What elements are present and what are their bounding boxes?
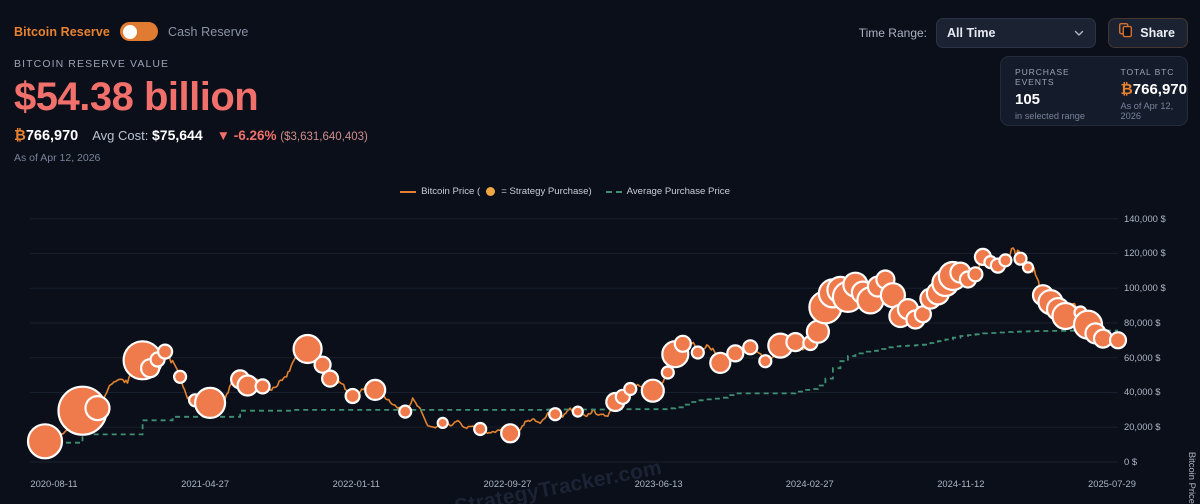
y-axis-tick-label: 60,000 $ [1124, 351, 1161, 363]
y-axis-tick-label: 20,000 $ [1124, 421, 1161, 433]
chevron-down-icon [1073, 27, 1085, 39]
chart-canvas [26, 218, 1128, 463]
btc-holdings-value: 766,970 [25, 128, 79, 144]
time-range-control: Time Range: All Time [859, 18, 1096, 48]
stat-purchase-events: PURCHASE EVENTS 105 in selected range [1015, 67, 1099, 125]
stat-total-btc-label: TOTAL BTC [1120, 67, 1175, 77]
avg-cost: Avg Cost: $75,644 [92, 127, 202, 143]
x-axis-tick-label: 2024-02-27 [785, 478, 834, 489]
x-axis-tick-label: 2021-04-27 [181, 478, 230, 489]
bitcoin-symbol-icon: ₿ [14, 128, 26, 144]
legend-item-bitcoin-price: Bitcoin Price ( = Strategy Purchase) [400, 186, 592, 197]
headline-substats: ₿766,970 Avg Cost: $75,644 ▼ -6.26% ($3,… [14, 127, 368, 144]
bitcoin-symbol-icon: ₿ [1120, 81, 1133, 98]
stat-total-btc-sub: As of Apr 12, 2026 [1120, 101, 1174, 121]
price-chart: StrategyTracker.com @StrategyTracker Bit… [0, 200, 1200, 504]
share-button[interactable]: Share [1108, 18, 1188, 48]
y-axis-tick-label: 80,000 $ [1124, 316, 1161, 328]
summary-stat-card: PURCHASE EVENTS 105 in selected range TO… [1000, 56, 1188, 126]
stat-total-btc: TOTAL BTC ₿766,970 As of Apr 12, 2026 [1121, 67, 1187, 125]
avg-cost-label: Avg Cost: [92, 128, 149, 143]
y-axis-tick-label: 140,000 $ [1124, 212, 1166, 224]
x-axis-tick-label: 2024-11-12 [937, 478, 985, 489]
legend-purchase-dot-icon [486, 187, 496, 196]
headline-kicker: BITCOIN RESERVE VALUE [14, 58, 170, 70]
x-axis-tick-label: 2025-07-29 [1088, 478, 1136, 489]
legend-line-swatch [400, 190, 417, 193]
reserve-toggle-switch[interactable] [119, 22, 158, 41]
y-axis-tick-label: 100,000 $ [1124, 282, 1166, 294]
legend-label-after: = Strategy Purchase) [501, 186, 592, 197]
toggle-label-cash-reserve[interactable]: Cash Reserve [167, 24, 249, 39]
time-range-select[interactable]: All Time [936, 18, 1096, 48]
stat-purchase-events-sub: in selected range [1015, 111, 1085, 121]
stat-total-btc-number: 766,970 [1132, 81, 1187, 98]
x-axis-tick-label: 2020-08-11 [30, 478, 78, 489]
x-axis-tick-label: 2022-09-27 [483, 478, 532, 489]
x-axis-tick-label: 2023-06-13 [634, 478, 683, 489]
reserve-value: $54.38 billion [14, 75, 259, 119]
y-axis-tick-label: 120,000 $ [1124, 247, 1166, 259]
chart-legend: Bitcoin Price ( = Strategy Purchase) Aver… [0, 186, 1130, 197]
y-axis-title: Bitcoin Price ($) [1187, 451, 1198, 504]
btc-holdings: ₿766,970 [14, 128, 78, 144]
stat-purchase-events-label: PURCHASE EVENTS [1015, 67, 1070, 87]
headline-block: BITCOIN RESERVE VALUE $54.38 billion ₿76… [14, 58, 368, 164]
legend-label-before: Bitcoin Price ( [421, 186, 481, 197]
toggle-label-bitcoin-reserve[interactable]: Bitcoin Reserve [14, 24, 110, 39]
reserve-toggle-group[interactable]: Bitcoin Reserve Cash Reserve [14, 22, 248, 41]
x-axis-tick-label: 2022-01-11 [332, 478, 380, 489]
copy-icon [1119, 22, 1133, 43]
delta-percent: ▼ -6.26% [216, 128, 277, 143]
delta-stat: ▼ -6.26% ($3,631,640,403) [217, 128, 368, 143]
time-range-label: Time Range: [858, 26, 927, 40]
legend-item-average-price: Average Purchase Price [605, 186, 730, 197]
delta-amount: ($3,631,640,403) [280, 131, 368, 143]
y-axis-tick-label: 40,000 $ [1124, 386, 1161, 398]
avg-cost-value: $75,644 [152, 127, 203, 143]
stat-purchase-events-value: 105 [1015, 91, 1041, 108]
top-bar: Bitcoin Reserve Cash Reserve Time Range:… [0, 0, 1200, 56]
time-range-value: All Time [947, 26, 996, 40]
share-button-label: Share [1140, 26, 1175, 40]
y-axis-tick-label: 0 $ [1124, 456, 1138, 467]
headline-as-of: As of Apr 12, 2026 [14, 152, 101, 164]
toggle-knob [122, 24, 137, 39]
legend-label-average: Average Purchase Price [626, 186, 730, 197]
legend-dashed-swatch [605, 190, 622, 193]
stat-total-btc-value: ₿766,970 [1121, 81, 1187, 98]
